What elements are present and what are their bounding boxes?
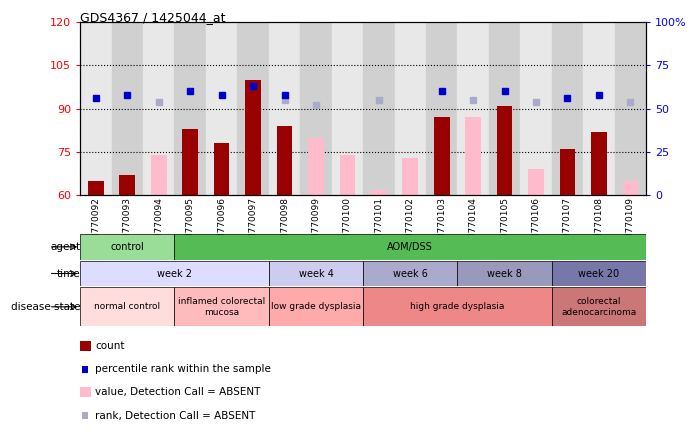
Bar — [276, 126, 292, 195]
Bar — [457, 261, 551, 286]
Bar — [528, 170, 544, 195]
Bar — [395, 22, 426, 195]
Bar — [363, 22, 395, 195]
Bar — [238, 22, 269, 195]
Bar — [583, 22, 615, 195]
Text: disease state: disease state — [10, 302, 80, 312]
Bar — [214, 143, 229, 195]
Bar — [80, 287, 174, 326]
Text: week 4: week 4 — [299, 269, 333, 278]
Bar — [120, 175, 135, 195]
Bar — [151, 155, 167, 195]
Bar — [434, 118, 450, 195]
Bar — [206, 22, 238, 195]
Text: inflamed colorectal
mucosa: inflamed colorectal mucosa — [178, 297, 265, 317]
Bar — [497, 106, 513, 195]
Bar — [591, 132, 607, 195]
Text: week 8: week 8 — [487, 269, 522, 278]
Text: agent: agent — [50, 242, 80, 252]
Bar — [465, 118, 481, 195]
Bar — [300, 22, 332, 195]
Bar — [174, 234, 646, 260]
Bar — [269, 287, 363, 326]
Bar — [174, 22, 206, 195]
Bar — [143, 22, 175, 195]
Bar — [182, 129, 198, 195]
Bar — [112, 22, 143, 195]
Bar — [363, 261, 457, 286]
Bar — [245, 80, 261, 195]
Bar — [551, 287, 646, 326]
Text: low grade dysplasia: low grade dysplasia — [271, 302, 361, 311]
Bar — [520, 22, 552, 195]
Text: AOM/DSS: AOM/DSS — [388, 242, 433, 252]
Text: normal control: normal control — [94, 302, 160, 311]
Bar — [80, 22, 112, 195]
Bar — [80, 234, 174, 260]
Text: percentile rank within the sample: percentile rank within the sample — [95, 365, 272, 374]
Bar — [308, 138, 324, 195]
Text: count: count — [95, 341, 125, 351]
Bar — [560, 149, 576, 195]
Bar — [457, 22, 489, 195]
Text: control: control — [111, 242, 144, 252]
Bar — [269, 261, 363, 286]
Text: value, Detection Call = ABSENT: value, Detection Call = ABSENT — [95, 388, 261, 397]
Text: time: time — [57, 269, 80, 278]
Text: week 20: week 20 — [578, 269, 620, 278]
Bar — [489, 22, 520, 195]
Text: GDS4367 / 1425044_at: GDS4367 / 1425044_at — [80, 11, 226, 24]
Bar — [339, 155, 355, 195]
Bar — [174, 287, 269, 326]
Bar — [88, 181, 104, 195]
Bar — [371, 190, 387, 195]
Text: rank, Detection Call = ABSENT: rank, Detection Call = ABSENT — [95, 411, 256, 420]
Text: week 2: week 2 — [157, 269, 192, 278]
Bar — [426, 22, 457, 195]
Text: colorectal
adenocarcinoma: colorectal adenocarcinoma — [561, 297, 636, 317]
Bar — [363, 287, 551, 326]
Bar — [623, 181, 638, 195]
Bar — [615, 22, 646, 195]
Bar — [332, 22, 363, 195]
Text: high grade dysplasia: high grade dysplasia — [410, 302, 504, 311]
Bar — [269, 22, 300, 195]
Bar — [551, 261, 646, 286]
Bar — [551, 22, 583, 195]
Bar — [80, 261, 269, 286]
Bar — [402, 158, 418, 195]
Text: week 6: week 6 — [393, 269, 428, 278]
